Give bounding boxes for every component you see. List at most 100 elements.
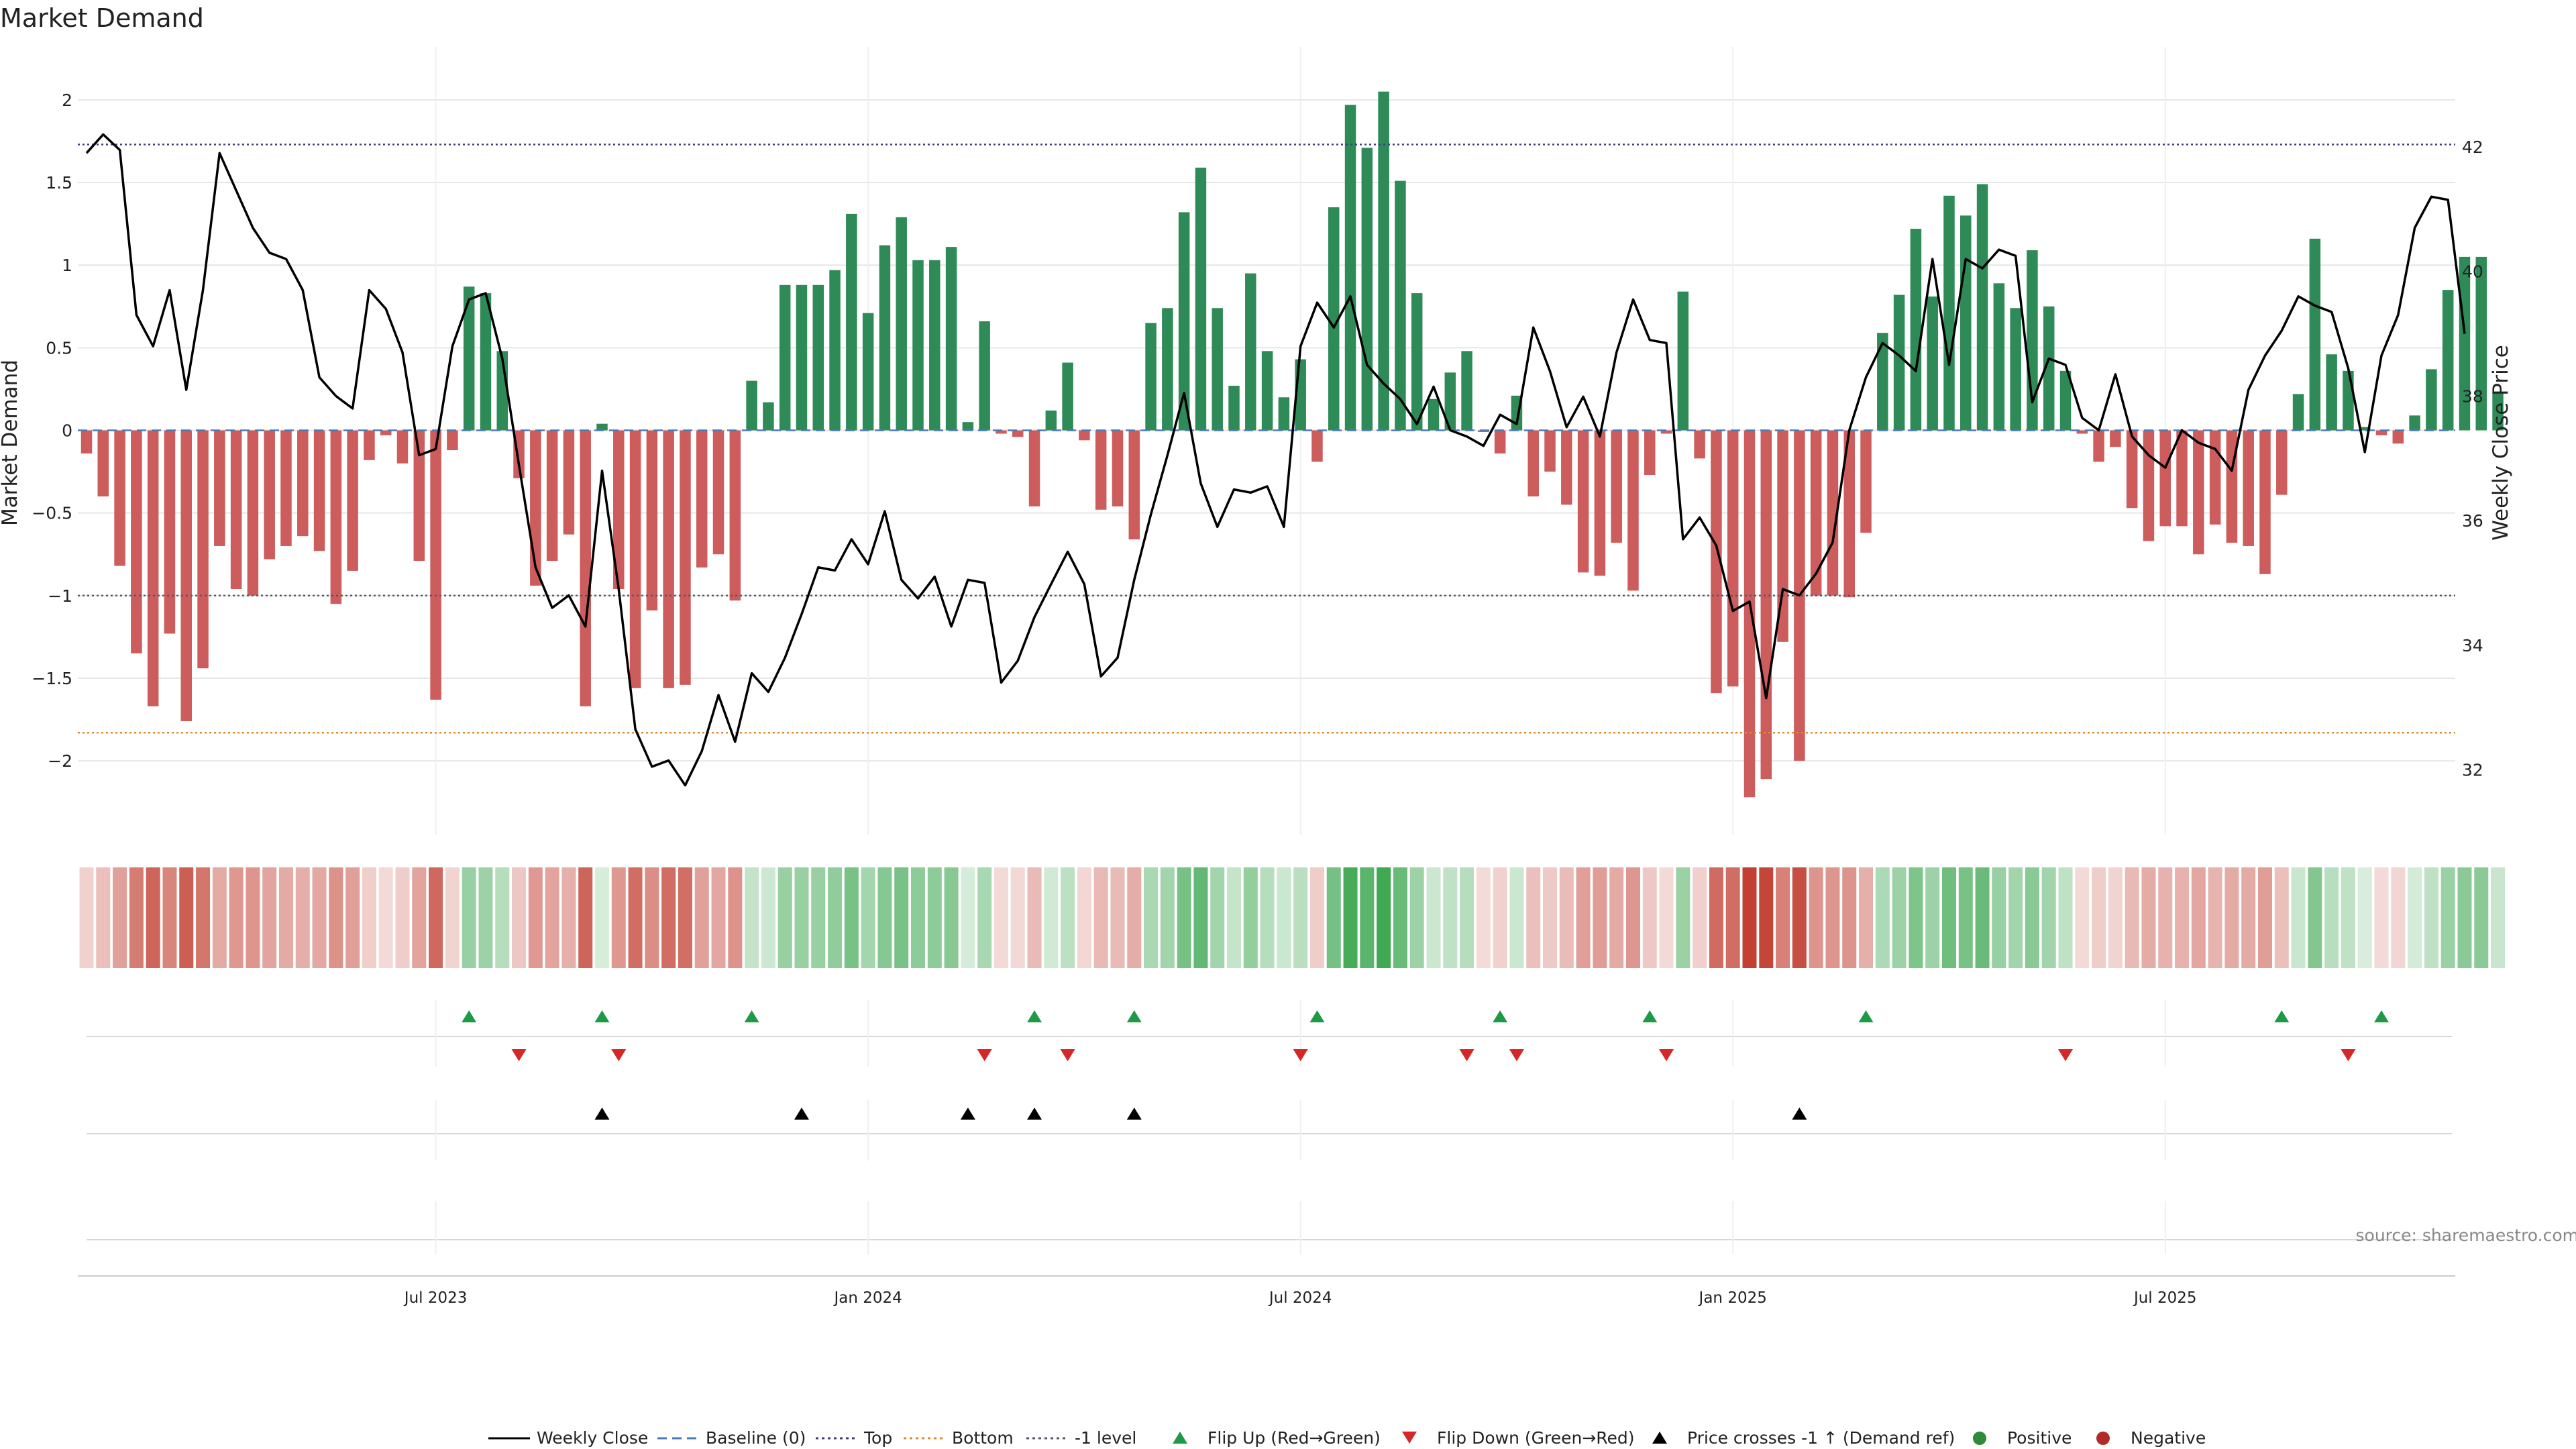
demand-bar-negative: [2076, 430, 2088, 434]
demand-bar-negative: [696, 430, 708, 568]
heat-cell: [1160, 867, 1175, 968]
heat-cell: [1909, 867, 1923, 968]
right-tick-label: 42: [2462, 138, 2483, 157]
heat-cell: [1742, 867, 1757, 968]
heat-cell: [2457, 867, 2472, 968]
price-cross-marker: [794, 1108, 809, 1120]
demand-bar-negative: [1810, 430, 1822, 596]
demand-bar-negative: [2259, 430, 2271, 574]
demand-bar-positive: [1261, 351, 1273, 431]
heat-cell: [777, 867, 792, 968]
heat-cell: [1941, 867, 1956, 968]
demand-bar-positive: [1245, 273, 1256, 431]
demand-bar-positive: [2292, 394, 2304, 431]
legend-item-flipdown: Flip Down (Green→Red): [1402, 1428, 1635, 1448]
heat-cell: [794, 867, 809, 968]
legend-item-flipup: Flip Up (Red→Green): [1173, 1428, 1381, 1448]
x-tick-label: Jul 2025: [2133, 1289, 2197, 1307]
heat-cell: [478, 867, 493, 968]
demand-bar-negative: [629, 430, 641, 688]
heat-cell: [2058, 867, 2073, 968]
demand-bar-negative: [2276, 430, 2288, 495]
legend-label: Top: [863, 1428, 892, 1448]
right-tick-label: 36: [2462, 511, 2483, 531]
demand-bar-negative: [2093, 430, 2104, 462]
heat-cell: [1044, 867, 1059, 968]
left-tick-label: −1.5: [32, 669, 72, 688]
heat-cell: [894, 867, 909, 968]
heat-cell: [2008, 867, 2023, 968]
heat-cell: [2341, 867, 2355, 968]
legend-label: Flip Up (Red→Green): [1208, 1428, 1381, 1448]
left-tick-label: 2: [62, 91, 72, 110]
heat-cell: [1925, 867, 1940, 968]
demand-bar-positive: [2059, 370, 2072, 431]
demand-bar-positive: [2492, 392, 2504, 431]
heat-cell: [2224, 867, 2239, 968]
left-tick-label: 1.5: [46, 173, 72, 193]
legend-item-bottom: Bottom: [904, 1428, 1014, 1448]
demand-bar-positive: [1361, 148, 1373, 431]
flip-down-marker: [977, 1049, 992, 1061]
demand-bar-negative: [364, 430, 375, 460]
demand-bar-negative: [646, 430, 658, 611]
right-axis-ticks: 42 40 38 36 34 32: [2462, 138, 2483, 780]
heat-cell: [2324, 867, 2339, 968]
legend-label: Baseline (0): [706, 1428, 806, 1448]
signal-markers: [87, 1000, 2452, 1254]
reference-lines: [78, 144, 2455, 734]
demand-bar-negative: [1760, 430, 1772, 780]
legend-item-top: Top: [816, 1428, 892, 1448]
heat-cell: [2474, 867, 2489, 968]
demand-bar-negative: [996, 430, 1007, 434]
heat-cell: [1061, 867, 1075, 968]
legend-swatch: [2096, 1432, 2110, 1445]
demand-bar-positive: [2343, 370, 2354, 431]
heat-cell: [2092, 867, 2106, 968]
demand-bar-negative: [1095, 430, 1107, 510]
demand-bar-negative: [447, 430, 458, 451]
demand-bar-positive: [879, 245, 891, 431]
heat-cell: [1975, 867, 1990, 968]
chart-title: Market Demand: [0, 3, 204, 33]
demand-bar-positive: [929, 260, 941, 431]
demand-bar-negative: [280, 430, 292, 546]
heat-cell: [728, 867, 743, 968]
demand-bar-positive: [1927, 297, 1938, 431]
heat-cell: [113, 867, 127, 968]
heat-cell: [345, 867, 360, 968]
heat-cell: [2075, 867, 2090, 968]
demand-bar-positive: [2359, 427, 2371, 431]
flip-down-marker: [2341, 1049, 2356, 1061]
heat-cell: [2125, 867, 2139, 968]
heat-cell: [2041, 867, 2056, 968]
heat-cell: [2424, 867, 2438, 968]
demand-bar-negative: [2110, 430, 2121, 447]
heat-cell: [1243, 867, 1258, 968]
demand-heat-strip: [79, 867, 2506, 968]
heat-cell: [2141, 867, 2156, 968]
demand-bar-negative: [2176, 430, 2188, 527]
demand-bar-negative: [1577, 430, 1589, 573]
heat-cell: [1875, 867, 1890, 968]
demand-bar-negative: [313, 430, 325, 551]
heat-cell: [1526, 867, 1541, 968]
heat-cell: [2391, 867, 2406, 968]
demand-bar-positive: [896, 217, 907, 431]
demand-bar-negative: [97, 430, 109, 497]
demand-bar-positive: [779, 284, 791, 431]
demand-bar-positive: [1411, 293, 1423, 431]
demand-bar-negative: [2159, 430, 2171, 527]
legend-item-close: Weekly Close: [488, 1428, 648, 1448]
heat-cell: [2408, 867, 2422, 968]
legend-label: Negative: [2131, 1428, 2206, 1448]
heat-cell: [2257, 867, 2272, 968]
flip-up-marker: [1858, 1010, 1874, 1022]
heat-cell: [2191, 867, 2206, 968]
demand-bar-negative: [546, 430, 558, 561]
heat-cell: [1093, 867, 1108, 968]
demand-bar-negative: [680, 430, 691, 685]
flip-down-marker: [511, 1049, 527, 1061]
demand-bar-negative: [396, 430, 409, 464]
price-cross-marker: [594, 1108, 610, 1120]
